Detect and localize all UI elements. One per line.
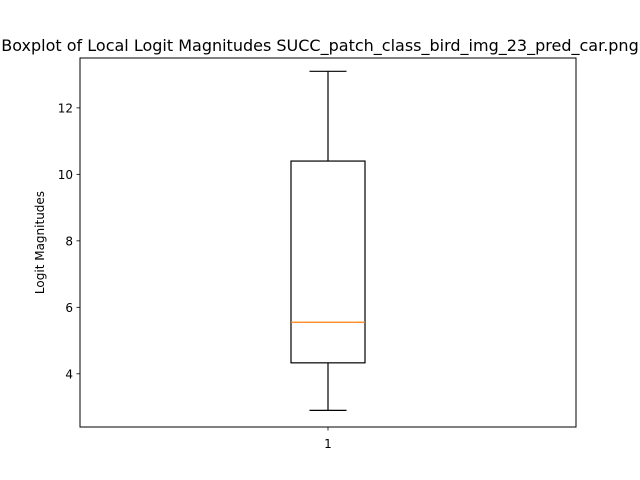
- y-tick-label: 8: [65, 234, 73, 248]
- y-tick-label: 4: [65, 367, 73, 381]
- box-series: [290, 70, 366, 411]
- y-axis: 4 6 8 10 12: [58, 101, 80, 381]
- y-tick-label: 12: [58, 101, 73, 115]
- x-axis: 1: [324, 427, 332, 451]
- x-tick-label: 1: [324, 437, 332, 451]
- y-axis-label: Logit Magnitudes: [33, 191, 47, 294]
- chart-title: Boxplot of Local Logit Magnitudes SUCC_p…: [1, 36, 638, 56]
- y-tick-label: 6: [65, 301, 73, 315]
- y-tick-label: 10: [58, 168, 73, 182]
- iqr-box: [290, 160, 366, 364]
